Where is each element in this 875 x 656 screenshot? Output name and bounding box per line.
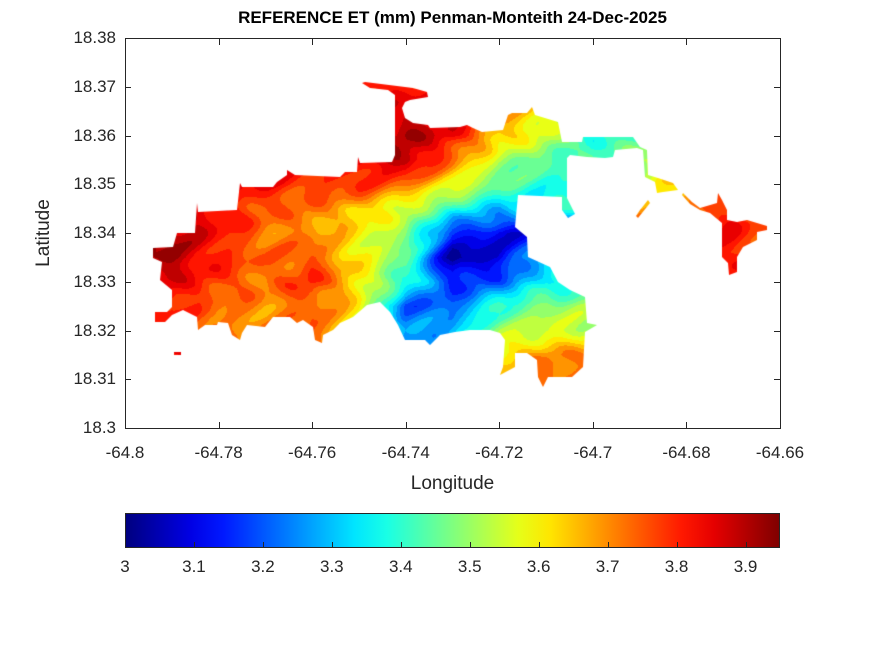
axes-box <box>125 38 781 429</box>
y-tick-label: 18.35 <box>73 174 116 194</box>
y-tick-label: 18.37 <box>73 76 116 96</box>
colorbar-tick-label: 3.8 <box>664 557 689 576</box>
x-tick-label: -64.76 <box>288 443 337 462</box>
colorbar-tick-label: 3.6 <box>526 557 551 576</box>
colorbar-tick-label: 3.3 <box>320 557 344 576</box>
y-tick-label: 18.36 <box>73 125 116 145</box>
colorbar-tick-label: 3.7 <box>595 557 620 576</box>
x-tick-label: -64.78 <box>194 443 243 462</box>
colorbar-tick-label: 3.1 <box>182 557 206 576</box>
y-tick-label: 18.3 <box>82 418 116 437</box>
chart-title: REFERENCE ET (mm) Penman-Monteith 24-Dec… <box>238 8 667 27</box>
colorbar <box>125 513 780 548</box>
x-axis-label: Longitude <box>410 473 495 494</box>
x-tick-label: -64.66 <box>755 443 805 462</box>
x-tick-label: -64.68 <box>662 443 711 462</box>
x-tick-label: -64.72 <box>475 443 524 462</box>
y-axis-label: Latitude <box>33 199 54 267</box>
colorbar-tick-label: 3.2 <box>251 557 275 576</box>
colorbar-tick-label: 3.9 <box>733 557 758 576</box>
y-tick-label: 18.34 <box>73 223 116 242</box>
colorbar-tick-label: 3.5 <box>457 557 482 576</box>
colorbar-tick-label: 3.4 <box>388 557 413 576</box>
colorbar-tick-label: 3 <box>120 557 130 576</box>
axis-ticks <box>125 38 781 429</box>
y-tick-label: 18.38 <box>73 28 116 47</box>
y-tick-label: 18.31 <box>73 369 116 389</box>
y-tick-label: 18.33 <box>73 271 116 291</box>
y-tick-label: 18.32 <box>73 320 116 340</box>
colorbar-ticks <box>194 542 747 548</box>
x-tick-label: -64.74 <box>381 443 430 462</box>
et-contour-map <box>125 38 780 428</box>
x-tick-label: -64.8 <box>105 443 145 462</box>
x-tick-label: -64.7 <box>573 443 613 462</box>
